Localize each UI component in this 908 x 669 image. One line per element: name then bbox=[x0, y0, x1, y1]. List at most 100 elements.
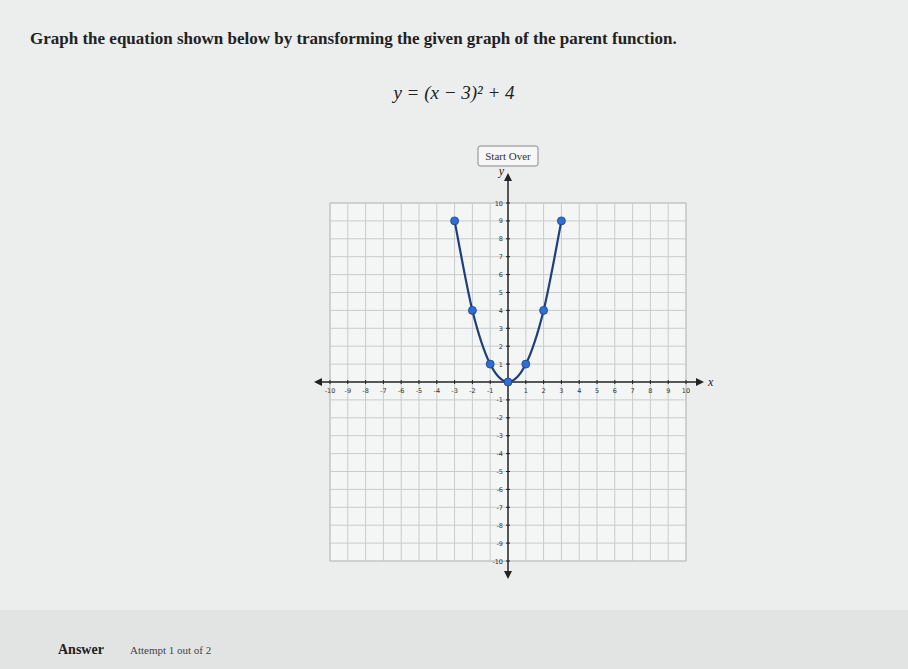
y-tick bbox=[506, 561, 510, 562]
y-tick-label: 7 bbox=[499, 253, 503, 261]
page: Graph the equation shown below by transf… bbox=[0, 0, 908, 669]
y-tick-label: 2 bbox=[499, 343, 503, 351]
start-over-label[interactable]: Start Over bbox=[485, 150, 531, 162]
point bbox=[486, 360, 494, 368]
plot-frame bbox=[330, 203, 686, 561]
x-tick bbox=[490, 380, 491, 384]
x-tick bbox=[383, 380, 384, 384]
y-grid-line bbox=[330, 364, 686, 365]
instruction: Graph the equation shown below by transf… bbox=[30, 29, 677, 48]
x-tick bbox=[419, 380, 420, 384]
x-tick-label: 7 bbox=[631, 387, 635, 395]
x-tick-label: 9 bbox=[666, 387, 670, 395]
y-tick bbox=[506, 274, 510, 275]
x-tick-label: -2 bbox=[469, 387, 475, 395]
attempt: Attempt 1 out of 2 bbox=[130, 644, 211, 656]
y-tick-label: 8 bbox=[499, 235, 503, 243]
x-tick-label: -10 bbox=[325, 387, 336, 395]
start-over-button[interactable] bbox=[478, 146, 538, 166]
x-tick-label: -7 bbox=[380, 387, 386, 395]
y-tick-label: -2 bbox=[497, 414, 503, 422]
y-tick-label: 10 bbox=[495, 200, 503, 208]
y-tick-label: 5 bbox=[499, 289, 503, 297]
y-grid-line bbox=[330, 507, 686, 508]
point bbox=[522, 360, 530, 368]
x-tick bbox=[365, 380, 366, 384]
y-tick-label: -9 bbox=[497, 540, 503, 548]
y-tick-label: 4 bbox=[499, 307, 503, 315]
plot-area bbox=[330, 203, 686, 561]
y-tick bbox=[506, 220, 510, 221]
y-tick-label: -5 bbox=[497, 468, 503, 476]
y-tick bbox=[506, 453, 510, 454]
x-tick bbox=[401, 380, 402, 384]
y-tick bbox=[506, 399, 510, 400]
y-tick bbox=[506, 364, 510, 365]
y-grid-line bbox=[330, 453, 686, 454]
y-grid-line bbox=[330, 274, 686, 275]
y-tick bbox=[506, 238, 510, 239]
y-tick bbox=[506, 471, 510, 472]
y-tick bbox=[506, 525, 510, 526]
x-tick bbox=[597, 380, 598, 384]
y-tick-label: -7 bbox=[497, 504, 503, 512]
x-tick-label: 6 bbox=[613, 387, 617, 395]
x-tick bbox=[347, 380, 348, 384]
y-grid-line bbox=[330, 292, 686, 293]
answer-label: Answer bbox=[58, 642, 104, 657]
y-tick bbox=[506, 417, 510, 418]
y-tick-label: -3 bbox=[497, 432, 503, 440]
y-tick bbox=[506, 435, 510, 436]
y-tick-label: 6 bbox=[499, 271, 503, 279]
x-tick bbox=[614, 380, 615, 384]
y-tick bbox=[506, 203, 510, 204]
y-grid-line bbox=[330, 256, 686, 257]
x-tick-label: -1 bbox=[487, 387, 493, 395]
point bbox=[451, 217, 459, 225]
x-axis-arrow bbox=[696, 378, 704, 386]
y-grid-line bbox=[330, 471, 686, 472]
x-tick-label: 2 bbox=[542, 387, 546, 395]
x-tick-label: 5 bbox=[595, 387, 599, 395]
x-tick bbox=[454, 380, 455, 384]
y-tick-label: -1 bbox=[497, 396, 503, 404]
y-grid-line bbox=[330, 346, 686, 347]
background bbox=[0, 0, 908, 669]
x-tick bbox=[543, 380, 544, 384]
x-tick bbox=[330, 380, 331, 384]
y-grid-line bbox=[330, 525, 686, 526]
x-tick-label: 1 bbox=[524, 387, 528, 395]
y-tick bbox=[506, 489, 510, 490]
x-tick bbox=[561, 380, 562, 384]
y-tick-label: -10 bbox=[492, 558, 503, 566]
y-tick bbox=[506, 292, 510, 293]
x-tick bbox=[472, 380, 473, 384]
y-tick-label: 9 bbox=[499, 217, 503, 225]
y-grid-line bbox=[330, 238, 686, 239]
y-grid-line bbox=[330, 435, 686, 436]
answer-bar bbox=[0, 610, 908, 669]
y-grid-line bbox=[330, 310, 686, 311]
x-axis-arrow bbox=[314, 378, 322, 386]
y-grid-line bbox=[330, 417, 686, 418]
x-tick-label: -5 bbox=[416, 387, 422, 395]
y-grid-line bbox=[330, 328, 686, 329]
y-tick bbox=[506, 543, 510, 544]
x-tick-label: 4 bbox=[577, 387, 581, 395]
y-axis bbox=[507, 177, 509, 575]
y-grid-line bbox=[330, 399, 686, 400]
y-tick-label: 3 bbox=[499, 325, 503, 333]
point bbox=[557, 217, 565, 225]
x-tick-label: -3 bbox=[451, 387, 457, 395]
x-tick-label: -9 bbox=[345, 387, 351, 395]
y-grid-line bbox=[330, 220, 686, 221]
x-tick-label: -6 bbox=[398, 387, 404, 395]
point bbox=[468, 306, 476, 314]
x-tick bbox=[436, 380, 437, 384]
x-tick-label: -8 bbox=[362, 387, 368, 395]
x-tick-label: 10 bbox=[682, 387, 690, 395]
x-tick bbox=[525, 380, 526, 384]
y-tick bbox=[506, 310, 510, 311]
equation: y = (x − 3)² + 4 bbox=[391, 82, 515, 104]
x-tick bbox=[686, 380, 687, 384]
